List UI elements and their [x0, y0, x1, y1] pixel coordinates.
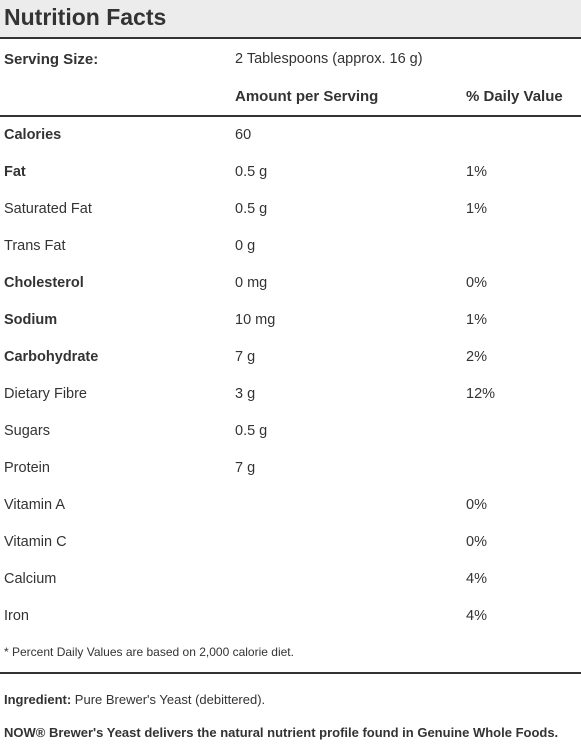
nutrient-row: Cholesterol 0 mg 0% — [0, 265, 581, 302]
title-divider — [0, 37, 581, 39]
nutrient-daily-value: 1% — [466, 164, 487, 180]
nutrient-row: Protein 7 g — [0, 450, 581, 487]
nutrient-row: Calories 60 — [0, 117, 581, 154]
nutrient-name: Calcium — [4, 571, 57, 587]
page-title: Nutrition Facts — [4, 4, 167, 30]
nutrient-amount: 10 mg — [235, 312, 276, 328]
nutrient-name: Trans Fat — [4, 238, 66, 254]
nutrient-row: Carbohydrate 7 g 2% — [0, 339, 581, 376]
nutrient-amount: 0.5 g — [235, 201, 268, 217]
serving-size-label: Serving Size: — [4, 51, 99, 68]
ingredient-label: Ingredient: — [4, 692, 72, 707]
nutrient-daily-value: 4% — [466, 571, 487, 587]
nutrient-daily-value: 1% — [466, 201, 487, 217]
nutrient-name: Fat — [4, 164, 26, 180]
nutrient-daily-value: 0% — [466, 275, 487, 291]
product-tagline: NOW® Brewer's Yeast delivers the natural… — [4, 725, 559, 740]
nutrient-row: Vitamin C 0% — [0, 524, 581, 561]
ingredient-text: Pure Brewer's Yeast (debittered). — [74, 692, 266, 707]
daily-value-header: % Daily Value — [466, 88, 563, 105]
nutrient-row: Dietary Fibre 3 g 12% — [0, 376, 581, 413]
nutrient-row: Calcium 4% — [0, 561, 581, 598]
nutrient-row: Fat 0.5 g 1% — [0, 154, 581, 191]
nutrient-row: Sugars 0.5 g — [0, 413, 581, 450]
footnote: * Percent Daily Values are based on 2,00… — [4, 645, 294, 659]
nutrient-amount: 0 mg — [235, 275, 268, 291]
nutrient-name: Dietary Fibre — [4, 386, 87, 402]
nutrient-amount: 0.5 g — [235, 423, 268, 439]
nutrient-name: Sugars — [4, 423, 50, 439]
nutrient-amount: 0.5 g — [235, 164, 268, 180]
nutrient-row: Sodium 10 mg 1% — [0, 302, 581, 339]
nutrient-daily-value: 0% — [466, 534, 487, 550]
footer-divider — [0, 672, 581, 674]
serving-size-value: 2 Tablespoons (approx. 16 g) — [235, 51, 423, 67]
nutrient-name: Vitamin C — [4, 534, 67, 550]
nutrient-daily-value: 2% — [466, 349, 487, 365]
amount-per-serving-header: Amount per Serving — [235, 88, 379, 105]
nutrient-amount: 3 g — [235, 386, 256, 402]
nutrient-amount: 0 g — [235, 238, 256, 254]
nutrient-name: Sodium — [4, 312, 58, 328]
nutrient-amount: 7 g — [235, 460, 256, 476]
nutrient-row: Trans Fat 0 g — [0, 228, 581, 265]
nutrient-name: Cholesterol — [4, 275, 84, 291]
ingredient-line: Ingredient: Pure Brewer's Yeast (debitte… — [4, 692, 265, 707]
nutrient-name: Protein — [4, 460, 50, 476]
nutrient-row: Saturated Fat 0.5 g 1% — [0, 191, 581, 228]
nutrient-daily-value: 1% — [466, 312, 487, 328]
title-bar: Nutrition Facts — [0, 0, 581, 37]
nutrient-row: Iron 4% — [0, 598, 581, 635]
nutrient-daily-value: 12% — [466, 386, 496, 402]
column-header-row: Amount per Serving % Daily Value — [0, 78, 581, 115]
nutrient-amount: 7 g — [235, 349, 256, 365]
nutrient-name: Iron — [4, 608, 29, 624]
nutrient-name: Vitamin A — [4, 497, 65, 513]
nutrient-name: Calories — [4, 127, 62, 143]
nutrient-daily-value: 4% — [466, 608, 487, 624]
nutrient-row: Vitamin A 0% — [0, 487, 581, 524]
header-divider — [0, 115, 581, 117]
nutrient-daily-value: 0% — [466, 497, 487, 513]
nutrient-name: Saturated Fat — [4, 201, 92, 217]
serving-size-row: Serving Size: 2 Tablespoons (approx. 16 … — [0, 41, 581, 78]
nutrient-name: Carbohydrate — [4, 349, 99, 365]
nutrient-amount: 60 — [235, 127, 252, 143]
